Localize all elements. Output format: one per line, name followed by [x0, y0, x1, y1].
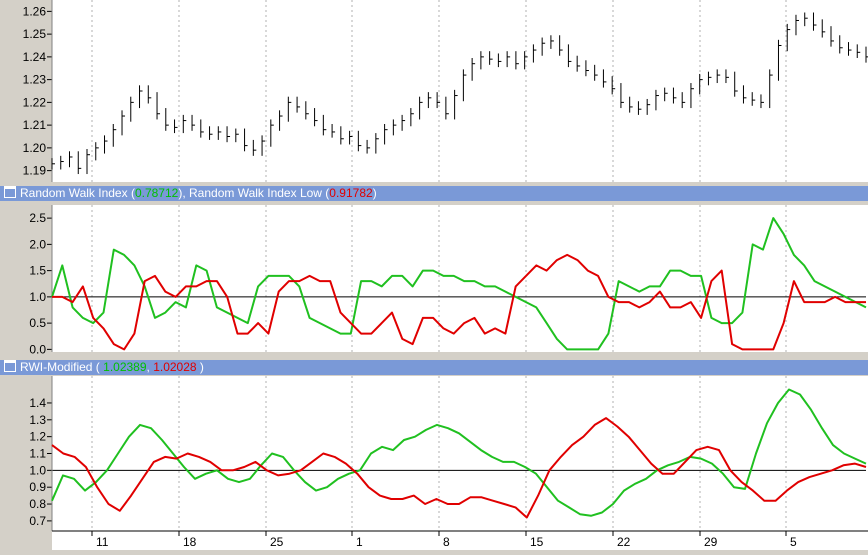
- window-icon[interactable]: [4, 186, 16, 198]
- series-line-red: [51, 417, 867, 519]
- rwi-pane-title: Random Walk Index (0.78712), Random Walk…: [4, 186, 377, 201]
- rwi-titlebar[interactable]: [0, 186, 868, 201]
- paren: (: [92, 360, 104, 374]
- separator: ,: [146, 360, 154, 374]
- y-tick-label: 0.7: [29, 514, 46, 528]
- separator: ), Random Walk Index Low: [178, 186, 326, 200]
- x-tick-label: 18: [183, 535, 197, 549]
- y-tick-label: 1.19: [23, 164, 47, 178]
- paren: (: [127, 186, 135, 200]
- rwi-modified-pane-bg: [52, 376, 868, 531]
- series-line-green: [51, 217, 867, 351]
- x-tick-label: 5: [790, 535, 797, 549]
- x-tick-label: 8: [443, 535, 450, 549]
- y-tick-label: 2.0: [29, 237, 46, 251]
- y-tick-label: 1.20: [23, 141, 47, 155]
- x-tick-label: 1: [356, 535, 363, 549]
- y-tick-label: 1.0: [29, 463, 46, 477]
- y-tick-label: 1.26: [23, 4, 47, 18]
- y-tick-label: 0.8: [29, 497, 46, 511]
- y-tick-label: 1.3: [29, 413, 46, 427]
- rwi-low-value: 0.91782: [329, 186, 373, 200]
- rwi-modified-low-value: 1.02028: [153, 360, 197, 374]
- rwi-value: 0.78712: [134, 186, 179, 200]
- rwi-modified-label: RWI-Modified: [20, 360, 93, 374]
- y-tick-label: 1.2: [29, 430, 46, 444]
- y-tick-label: 0.0: [29, 342, 46, 356]
- price-pane-bg: [52, 0, 868, 182]
- x-axis-strip: [52, 531, 868, 550]
- rwi-modified-pane-title: RWI-Modified ( 1.02389, 1.02028 ): [4, 360, 204, 375]
- y-tick-label: 1.22: [23, 95, 47, 109]
- y-tick-label: 1.5: [29, 264, 46, 278]
- y-tick-label: 0.5: [29, 316, 46, 330]
- window-icon[interactable]: [4, 360, 16, 372]
- y-tick-label: 1.1: [29, 447, 46, 461]
- y-tick-label: 1.4: [29, 396, 46, 410]
- y-tick-label: 1.0: [29, 290, 46, 304]
- y-tick-label: 2.5: [29, 211, 46, 225]
- y-tick-label: 1.24: [23, 50, 47, 64]
- y-tick-label: 1.21: [23, 118, 47, 132]
- series-line-green: [51, 388, 867, 517]
- x-tick-label: 29: [704, 535, 718, 549]
- rwi-modified-high-value: 1.02389: [103, 360, 147, 374]
- x-tick-label: 22: [617, 535, 631, 549]
- x-tick-label: 15: [530, 535, 544, 549]
- series-line-red: [52, 253, 866, 351]
- y-tick-label: 1.23: [23, 73, 47, 87]
- paren: ): [196, 360, 204, 374]
- paren: (: [325, 186, 330, 200]
- rwi-label: Random Walk Index: [20, 186, 128, 200]
- x-tick-label: 11: [96, 535, 109, 549]
- y-tick-label: 0.9: [29, 480, 46, 494]
- x-tick-label: 25: [270, 535, 284, 549]
- rwi-modified-titlebar[interactable]: [0, 360, 868, 375]
- y-tick-label: 1.25: [23, 27, 47, 41]
- paren: ): [372, 186, 377, 200]
